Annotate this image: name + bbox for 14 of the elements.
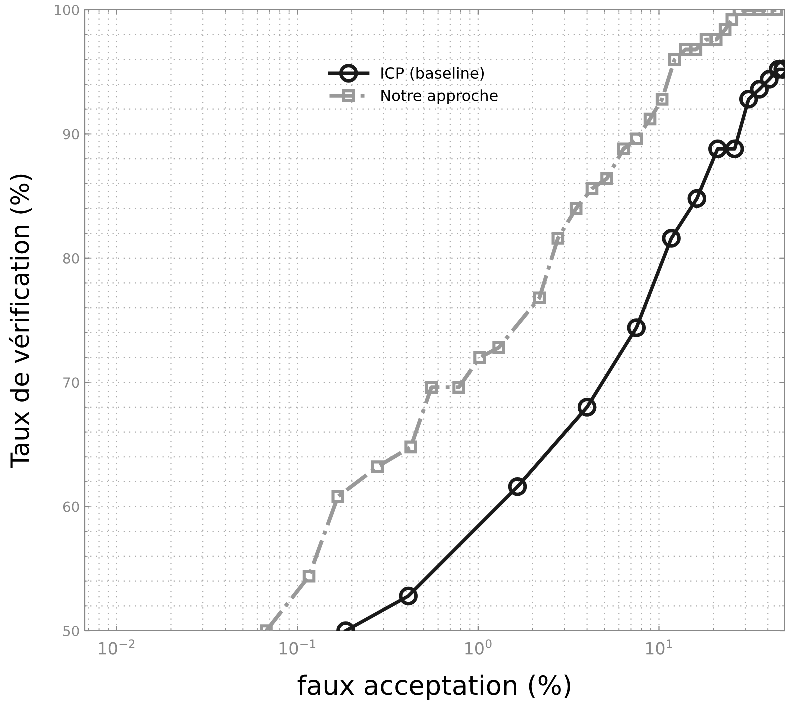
y-tick-label: 70 bbox=[64, 378, 80, 388]
x-tick-label: 10$^{1}$ bbox=[646, 640, 672, 655]
legend-label: Notre approche bbox=[382, 90, 498, 104]
y-tick-label: 100 bbox=[55, 4, 80, 16]
y-tick-label: 60 bbox=[63, 502, 80, 512]
y-tick-label: 90 bbox=[63, 129, 80, 140]
legend-label: ICP (baseline) bbox=[382, 67, 484, 81]
y-tick-label: 80 bbox=[63, 253, 80, 264]
x-tick-label: 10$^{0}$ bbox=[466, 640, 492, 655]
x-tick-label: 10$^{−1}$ bbox=[280, 640, 316, 655]
y-axis-title: Taux de vérification (%) bbox=[8, 174, 32, 468]
x-axis-title: faux acceptation (%) bbox=[298, 674, 570, 700]
y-tick-label: 50 bbox=[64, 626, 80, 636]
x-tick-label: 10$^{−2}$ bbox=[99, 640, 135, 655]
